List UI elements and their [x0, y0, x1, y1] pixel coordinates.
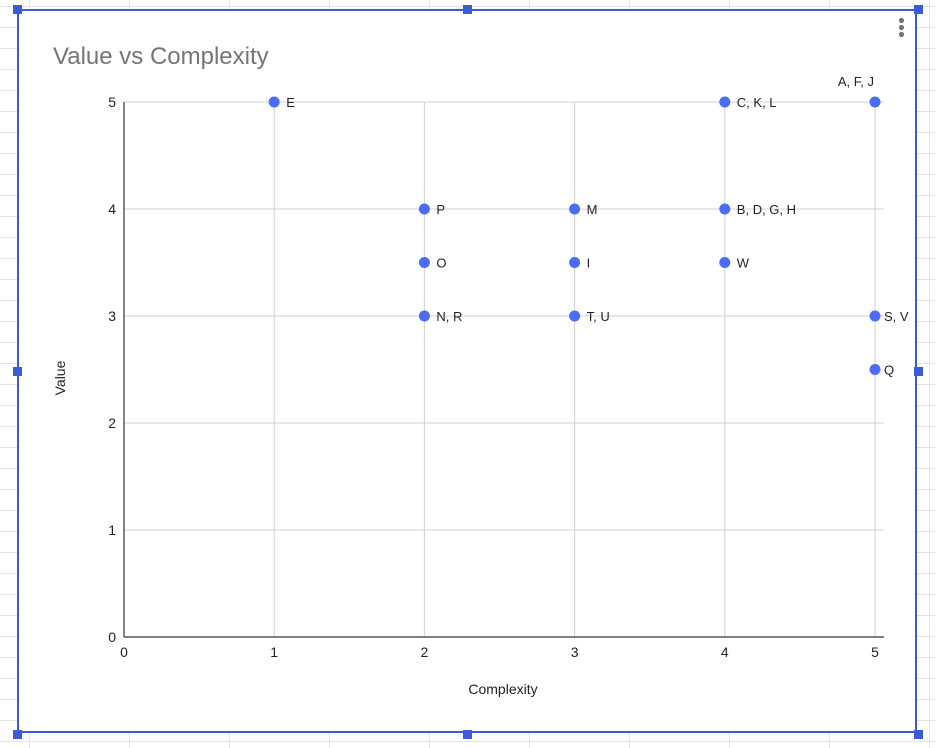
data-point-label: S, V: [884, 309, 909, 324]
resize-handle-middle-left[interactable]: [13, 367, 22, 376]
y-tick-label: 3: [108, 308, 116, 324]
y-axis-title: Value: [52, 360, 68, 395]
y-axis-ticks: 0 1 2 3 4 5: [108, 94, 116, 645]
data-point-label: B, D, G, H: [737, 202, 796, 217]
data-point-label: C, K, L: [737, 95, 777, 110]
y-tick-label: 5: [108, 94, 116, 110]
resize-handle-top-left[interactable]: [13, 5, 22, 14]
y-tick-label: 1: [108, 522, 116, 538]
resize-handle-bottom-center[interactable]: [463, 730, 472, 739]
resize-handle-bottom-right[interactable]: [914, 730, 923, 739]
data-point[interactable]: [869, 310, 881, 322]
data-point-label: I: [587, 256, 591, 271]
chart-title: Value vs Complexity: [53, 43, 269, 70]
data-point[interactable]: [268, 96, 280, 108]
data-point-label: N, R: [436, 309, 462, 324]
data-point[interactable]: [569, 203, 581, 215]
chart-frame[interactable]: [17, 9, 917, 733]
data-point-label: T, U: [587, 309, 610, 324]
data-point[interactable]: [869, 96, 881, 108]
data-point[interactable]: [869, 364, 881, 375]
x-axis-ticks: 0 1 2 3 4 5: [120, 644, 879, 660]
data-point-label: W: [737, 256, 750, 271]
y-tick-label: 2: [108, 415, 116, 431]
resize-handle-bottom-left[interactable]: [13, 730, 22, 739]
data-point[interactable]: [719, 257, 731, 268]
data-point[interactable]: [569, 310, 581, 322]
x-axis-title: Complexity: [468, 681, 537, 697]
x-tick-label: 3: [571, 644, 579, 660]
data-point[interactable]: [418, 203, 430, 215]
data-point-label: P: [436, 202, 445, 217]
data-point[interactable]: [719, 96, 731, 108]
data-point-label: M: [587, 202, 598, 217]
resize-handle-top-center[interactable]: [463, 5, 472, 14]
data-points: E C, K, L A, F, J P M B, D, G, H O I W N, R T, U S,…: [268, 74, 909, 378]
data-point[interactable]: [569, 257, 581, 268]
x-tick-label: 1: [270, 644, 278, 660]
x-tick-label: 0: [120, 644, 128, 660]
resize-handle-middle-right[interactable]: [914, 367, 923, 376]
x-tick-label: 2: [421, 644, 429, 660]
data-point-label: E: [286, 95, 295, 110]
x-tick-label: 5: [871, 644, 879, 660]
data-point-label: A, F, J: [838, 74, 874, 89]
data-point-label: O: [436, 256, 446, 271]
data-point-label: Q: [884, 363, 894, 378]
gridlines: [124, 101, 884, 637]
y-tick-label: 4: [108, 201, 116, 217]
chart-menu-icon[interactable]: [894, 18, 908, 42]
x-tick-label: 4: [721, 644, 729, 660]
data-point[interactable]: [418, 257, 430, 268]
y-tick-label: 0: [108, 629, 116, 645]
resize-handle-top-right[interactable]: [914, 5, 923, 14]
data-point[interactable]: [719, 203, 731, 215]
data-point[interactable]: [418, 310, 430, 322]
